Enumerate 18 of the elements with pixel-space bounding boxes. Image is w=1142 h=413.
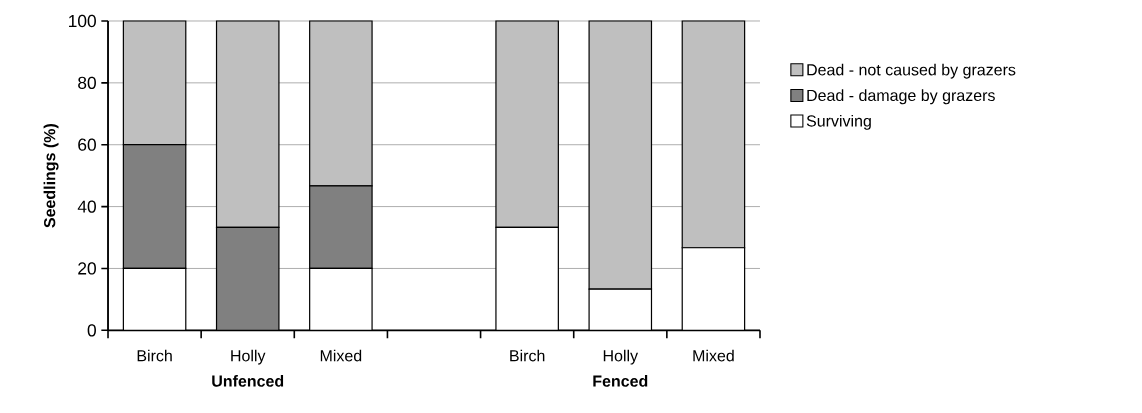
x-tick-label: Mixed — [320, 349, 362, 362]
legend-label: Dead - damage by grazers — [807, 89, 995, 105]
x-tick-label: Holly — [231, 349, 266, 365]
y-tick-label: 100 — [69, 14, 96, 28]
x-tick-label: Mixed — [693, 349, 734, 362]
y-tick-label: 0 — [87, 324, 96, 337]
y-tick-label: 20 — [78, 262, 96, 275]
x-tick-label: Birch — [510, 349, 545, 362]
text: Fenced — [593, 375, 648, 387]
y-tick-label: 60 — [78, 138, 96, 151]
y-tick-label: 40 — [77, 200, 96, 213]
legend-label: Surviving — [806, 114, 871, 130]
x-tick-label: Birch — [137, 349, 172, 362]
y-tick-label: 80 — [78, 76, 96, 89]
y-axis-title: Seedlings (%) — [43, 124, 59, 228]
x-tick-label: Holly — [603, 349, 639, 365]
text: Unfenced — [212, 375, 284, 387]
legend-label: Dead - not caused by grazers — [807, 63, 1016, 79]
